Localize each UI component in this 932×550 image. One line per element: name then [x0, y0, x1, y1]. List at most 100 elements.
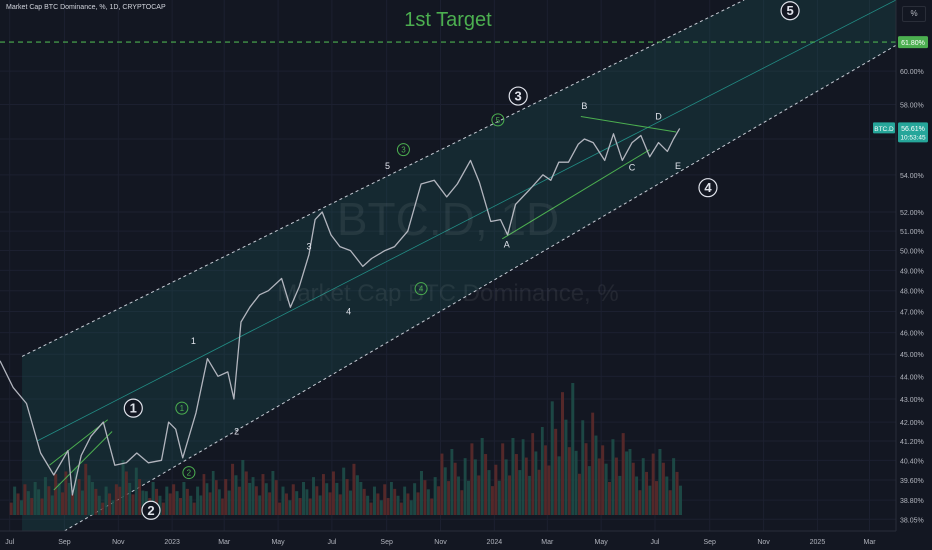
volume-bar: [611, 439, 615, 515]
subwave-label-3: 3: [401, 146, 406, 155]
volume-bar: [587, 466, 591, 515]
volume-bar: [457, 476, 460, 515]
volume-bar: [618, 475, 622, 515]
trend-line: [53, 431, 113, 491]
volume-bar: [554, 428, 558, 515]
volume-bar: [288, 500, 292, 515]
volume-bar: [550, 401, 554, 515]
price-series: [0, 128, 681, 496]
volume-bar: [124, 471, 128, 515]
volume-bar: [218, 489, 221, 515]
volume-bar: [251, 477, 255, 515]
volume-bar: [90, 482, 94, 515]
x-tick-label: Nov: [112, 539, 125, 546]
volume-bar: [537, 469, 541, 515]
channel: [21, 0, 897, 532]
volume-bar: [638, 490, 642, 515]
volume-bar: [227, 490, 231, 515]
volume-bar: [440, 453, 444, 515]
volume-bar: [524, 457, 528, 515]
x-tick-label: Mar: [541, 539, 554, 546]
y-tick-label: 52.00%: [900, 210, 924, 217]
volume-bar: [128, 482, 132, 515]
volume-bar: [325, 483, 329, 515]
volume-bar: [151, 482, 155, 515]
channel-mid-line: [36, 0, 897, 442]
volume-bar: [64, 471, 68, 515]
volume-bar: [338, 494, 342, 515]
volume-bar: [158, 495, 162, 515]
volume-bar: [165, 486, 169, 515]
wave-mark-1: 1: [191, 336, 196, 346]
volume-bar: [349, 490, 353, 515]
volume-bar: [302, 482, 306, 515]
volume-bar: [104, 486, 108, 515]
volume-bar: [342, 467, 346, 515]
wave-mark-C: C: [629, 163, 636, 173]
volume-bar: [450, 449, 454, 515]
volume-bar: [23, 484, 27, 515]
volume-bar: [175, 491, 179, 515]
wave-mark-B: B: [581, 101, 587, 111]
volume-bar: [625, 451, 629, 515]
watermark: BTC.D, 1D Market Cap BTC Dominance, %: [277, 193, 618, 307]
volume-bar: [369, 502, 373, 515]
volume-bar: [30, 498, 34, 515]
y-tick-label: 39.60%: [900, 478, 924, 485]
volume-bar: [614, 457, 618, 515]
volume-bar: [141, 490, 145, 515]
volume-bar: [199, 495, 203, 515]
volume-bar: [172, 484, 176, 515]
volume-bar: [224, 479, 228, 515]
wave-mark-5: 5: [385, 161, 390, 171]
volume-bar: [308, 498, 312, 515]
volume-bar: [134, 467, 138, 515]
wave-mark-A: A: [504, 240, 510, 250]
percent-scale-button[interactable]: %: [902, 6, 926, 22]
volume-bar: [315, 486, 319, 515]
volume-bar: [631, 462, 635, 515]
volume-bar: [254, 486, 258, 515]
volume-bar: [108, 493, 112, 515]
y-tick-label: 54.00%: [900, 173, 924, 180]
volume-bar: [37, 489, 41, 515]
x-tick-label: Nov: [757, 539, 770, 546]
volume-bar: [258, 495, 262, 515]
wave-mark-2: 2: [234, 427, 239, 437]
subwave-circle-1: [175, 401, 189, 415]
volume-bar: [658, 449, 662, 515]
volume-bar: [87, 475, 91, 515]
volume-bar: [501, 443, 505, 515]
subwave-label-1: 1: [180, 404, 185, 413]
wave-circle-4: [698, 178, 718, 198]
volume-bar: [544, 445, 547, 515]
volume-bar: [413, 483, 417, 515]
channel-fill: [22, 0, 896, 531]
volume-bar: [61, 492, 65, 515]
volume-bar: [80, 490, 84, 515]
volume-bar: [383, 484, 387, 515]
volume-bar: [192, 502, 196, 515]
watermark-description: Market Cap BTC Dominance, %: [277, 280, 618, 307]
volume-bar: [443, 467, 447, 515]
volume-bar: [352, 463, 356, 515]
volume-bars: [9, 383, 682, 515]
volume-bar: [518, 470, 522, 515]
volume-bar: [514, 454, 518, 515]
volume-bar: [118, 486, 122, 515]
subwave-label-2: 2: [187, 469, 192, 478]
wave-label-1: 1: [130, 401, 137, 416]
volume-bar: [71, 494, 74, 515]
volume-bar: [241, 460, 245, 515]
volume-bar: [114, 484, 118, 515]
volume-bar: [419, 471, 423, 515]
volume-bar: [54, 474, 58, 515]
volume-bar: [161, 502, 165, 515]
volume-bar: [534, 451, 538, 515]
x-tick-label: Sep: [380, 539, 393, 546]
volume-bar: [366, 495, 370, 515]
volume-bar: [645, 471, 648, 515]
wave-circle-3: [508, 86, 528, 106]
volume-bar: [335, 482, 339, 515]
